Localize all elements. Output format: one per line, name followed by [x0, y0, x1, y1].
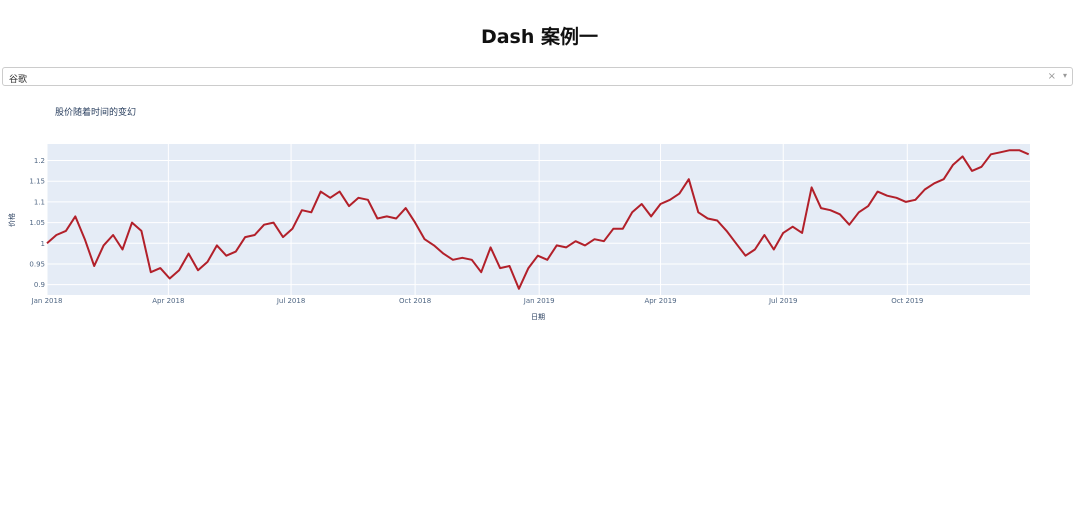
y-tick-label: 1.2	[34, 157, 45, 165]
stock-price-chart: 股价随着时间的变幻 Jan 2018 Apr 2018 Jul 2018 Oct 20…	[7, 106, 1030, 321]
x-tick-label: Jul 2019	[768, 297, 798, 305]
y-tick-label: 1.1	[34, 198, 45, 206]
x-tick-label: Oct 2018	[399, 297, 431, 305]
y-tick-label: 1.05	[29, 219, 45, 227]
x-tick-label: Jan 2019	[523, 297, 555, 305]
plot-area	[47, 144, 1030, 295]
chart-title: 股价随着时间的变幻	[55, 106, 136, 118]
clear-icon[interactable]: ×	[1047, 71, 1056, 82]
y-tick-label: 1	[41, 240, 45, 248]
y-tick-label: 0.9	[34, 281, 45, 289]
x-axis-label: 日期	[531, 313, 545, 321]
dropdown-selected-value: 谷歌	[9, 75, 28, 85]
x-tick-label: Oct 2019	[891, 297, 923, 305]
price-line-series	[46, 149, 1030, 290]
chevron-down-icon[interactable]: ▾	[1062, 71, 1067, 80]
y-axis-label: 价格	[7, 213, 16, 227]
grid-lines	[46, 144, 1030, 295]
x-tick-label: Jan 2018	[31, 297, 63, 305]
x-tick-label: Apr 2019	[644, 297, 676, 305]
x-tick-label: Jul 2018	[276, 297, 306, 305]
y-tick-label: 1.15	[29, 178, 45, 186]
tick-labels: Jan 2018 Apr 2018 Jul 2018 Oct 2018 Jan 2019…	[29, 157, 923, 305]
y-tick-label: 0.95	[29, 260, 45, 268]
company-dropdown[interactable]: 谷歌 × ▾	[2, 67, 1073, 86]
page-title: Dash 案例一	[480, 26, 599, 48]
x-tick-label: Apr 2018	[152, 297, 184, 305]
